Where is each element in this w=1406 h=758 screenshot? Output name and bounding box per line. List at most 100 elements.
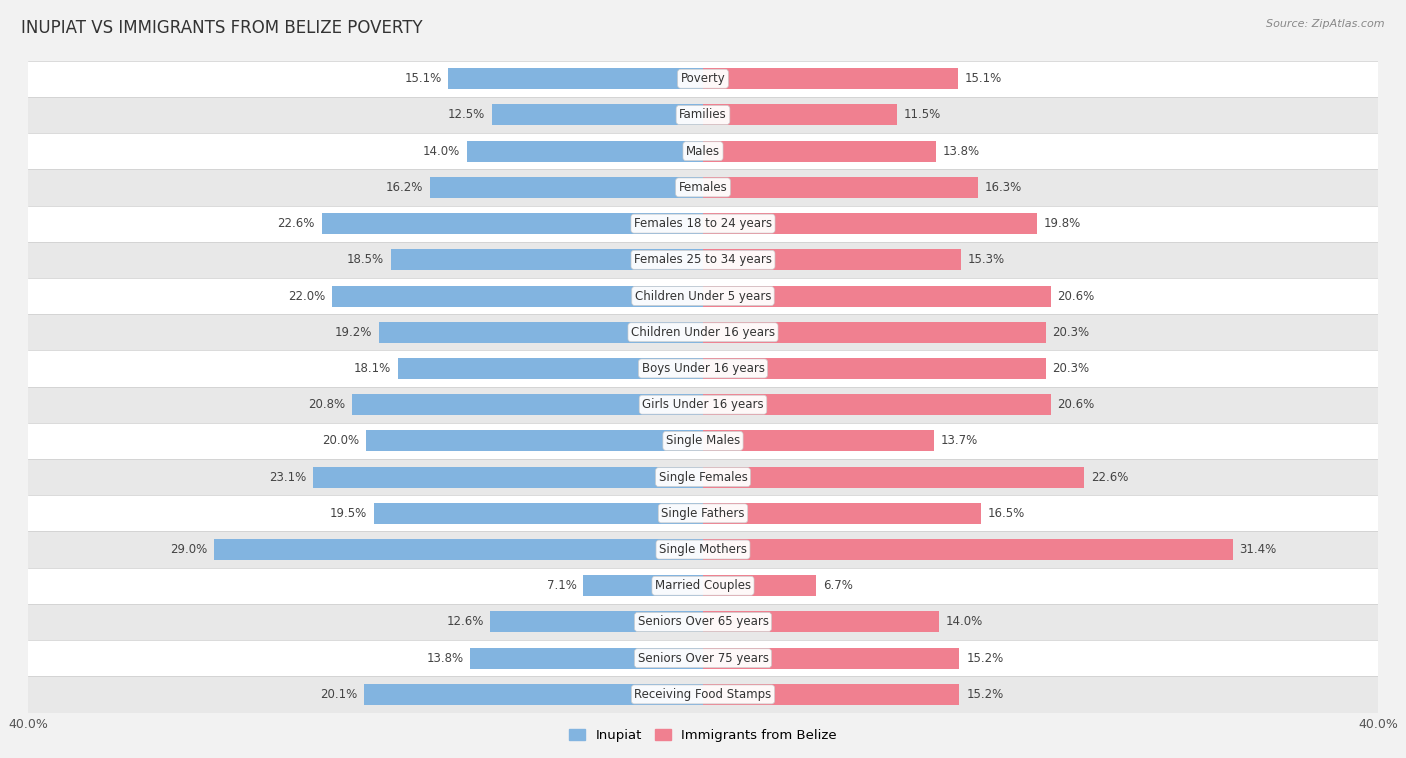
Bar — [703, 177, 979, 198]
Bar — [28, 278, 1378, 314]
Bar — [703, 213, 1038, 234]
Text: 20.1%: 20.1% — [321, 688, 357, 701]
Text: 13.7%: 13.7% — [941, 434, 979, 447]
Bar — [28, 423, 1378, 459]
Bar — [703, 321, 1046, 343]
Text: Receiving Food Stamps: Receiving Food Stamps — [634, 688, 772, 701]
Bar — [214, 539, 703, 560]
Bar — [470, 647, 703, 669]
Text: 20.0%: 20.0% — [322, 434, 359, 447]
Bar — [703, 503, 981, 524]
Text: 16.3%: 16.3% — [984, 181, 1022, 194]
Text: Children Under 5 years: Children Under 5 years — [634, 290, 772, 302]
Text: Females: Females — [679, 181, 727, 194]
Bar — [28, 205, 1378, 242]
Text: Males: Males — [686, 145, 720, 158]
Bar — [28, 640, 1378, 676]
Legend: Inupiat, Immigrants from Belize: Inupiat, Immigrants from Belize — [569, 728, 837, 742]
Text: 19.8%: 19.8% — [1043, 217, 1081, 230]
Text: Single Mothers: Single Mothers — [659, 543, 747, 556]
Text: 18.5%: 18.5% — [347, 253, 384, 266]
Text: 19.2%: 19.2% — [335, 326, 373, 339]
Text: Single Females: Single Females — [658, 471, 748, 484]
Text: 15.1%: 15.1% — [405, 72, 441, 85]
Text: 20.8%: 20.8% — [308, 398, 346, 411]
Bar — [28, 387, 1378, 423]
Bar — [28, 531, 1378, 568]
Bar — [491, 612, 703, 632]
Text: 6.7%: 6.7% — [823, 579, 852, 592]
Text: 14.0%: 14.0% — [423, 145, 460, 158]
Bar — [364, 684, 703, 705]
Bar — [430, 177, 703, 198]
Bar — [391, 249, 703, 271]
Text: Boys Under 16 years: Boys Under 16 years — [641, 362, 765, 375]
Text: 14.0%: 14.0% — [946, 615, 983, 628]
Bar — [703, 575, 815, 597]
Bar — [703, 286, 1050, 306]
Text: Single Males: Single Males — [666, 434, 740, 447]
Text: Seniors Over 75 years: Seniors Over 75 years — [637, 652, 769, 665]
Bar — [449, 68, 703, 89]
Bar — [703, 141, 936, 161]
Text: Families: Families — [679, 108, 727, 121]
Bar — [583, 575, 703, 597]
Bar — [28, 495, 1378, 531]
Bar — [28, 242, 1378, 278]
Bar — [703, 105, 897, 126]
Text: Single Fathers: Single Fathers — [661, 507, 745, 520]
Bar — [28, 459, 1378, 495]
Text: 20.3%: 20.3% — [1052, 362, 1090, 375]
Text: 22.0%: 22.0% — [288, 290, 325, 302]
Bar — [703, 394, 1050, 415]
Text: 20.3%: 20.3% — [1052, 326, 1090, 339]
Text: Children Under 16 years: Children Under 16 years — [631, 326, 775, 339]
Bar — [703, 431, 934, 452]
Bar — [28, 676, 1378, 713]
Text: 22.6%: 22.6% — [277, 217, 315, 230]
Text: Seniors Over 65 years: Seniors Over 65 years — [637, 615, 769, 628]
Text: 22.6%: 22.6% — [1091, 471, 1129, 484]
Text: 16.2%: 16.2% — [385, 181, 423, 194]
Bar — [332, 286, 703, 306]
Text: 13.8%: 13.8% — [426, 652, 464, 665]
Text: INUPIAT VS IMMIGRANTS FROM BELIZE POVERTY: INUPIAT VS IMMIGRANTS FROM BELIZE POVERT… — [21, 19, 423, 37]
Bar — [703, 358, 1046, 379]
Text: 20.6%: 20.6% — [1057, 398, 1094, 411]
Text: Poverty: Poverty — [681, 72, 725, 85]
Bar — [314, 467, 703, 487]
Bar — [28, 97, 1378, 133]
Bar — [380, 321, 703, 343]
Text: 11.5%: 11.5% — [904, 108, 941, 121]
Text: Girls Under 16 years: Girls Under 16 years — [643, 398, 763, 411]
Text: 12.5%: 12.5% — [449, 108, 485, 121]
Bar — [352, 394, 703, 415]
Bar — [703, 539, 1233, 560]
Text: Females 18 to 24 years: Females 18 to 24 years — [634, 217, 772, 230]
Bar — [28, 350, 1378, 387]
Text: 7.1%: 7.1% — [547, 579, 576, 592]
Text: 29.0%: 29.0% — [170, 543, 207, 556]
Bar — [28, 169, 1378, 205]
Text: 19.5%: 19.5% — [330, 507, 367, 520]
Bar — [374, 503, 703, 524]
Bar — [703, 249, 962, 271]
Text: Females 25 to 34 years: Females 25 to 34 years — [634, 253, 772, 266]
Bar — [467, 141, 703, 161]
Text: 20.6%: 20.6% — [1057, 290, 1094, 302]
Bar — [28, 314, 1378, 350]
Bar — [398, 358, 703, 379]
Text: Source: ZipAtlas.com: Source: ZipAtlas.com — [1267, 19, 1385, 29]
Bar — [703, 68, 957, 89]
Bar — [28, 61, 1378, 97]
Text: 15.3%: 15.3% — [967, 253, 1005, 266]
Text: 12.6%: 12.6% — [446, 615, 484, 628]
Bar — [492, 105, 703, 126]
Bar — [703, 467, 1084, 487]
Bar — [703, 647, 959, 669]
Bar — [703, 684, 959, 705]
Text: 16.5%: 16.5% — [988, 507, 1025, 520]
Text: 23.1%: 23.1% — [270, 471, 307, 484]
Bar — [28, 568, 1378, 604]
Text: 13.8%: 13.8% — [942, 145, 980, 158]
